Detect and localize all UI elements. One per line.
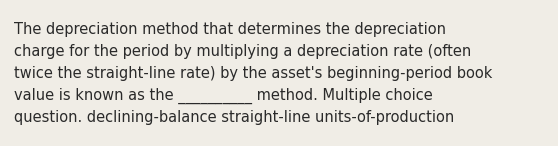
Text: twice the straight-line rate) by the asset's beginning-period book: twice the straight-line rate) by the ass… <box>14 66 492 81</box>
Text: The depreciation method that determines the depreciation: The depreciation method that determines … <box>14 22 446 37</box>
Text: question. declining-balance straight-line units-of-production: question. declining-balance straight-lin… <box>14 110 454 125</box>
Text: charge for the period by multiplying a depreciation rate (often: charge for the period by multiplying a d… <box>14 44 472 59</box>
Text: value is known as the __________ method. Multiple choice: value is known as the __________ method.… <box>14 88 433 104</box>
